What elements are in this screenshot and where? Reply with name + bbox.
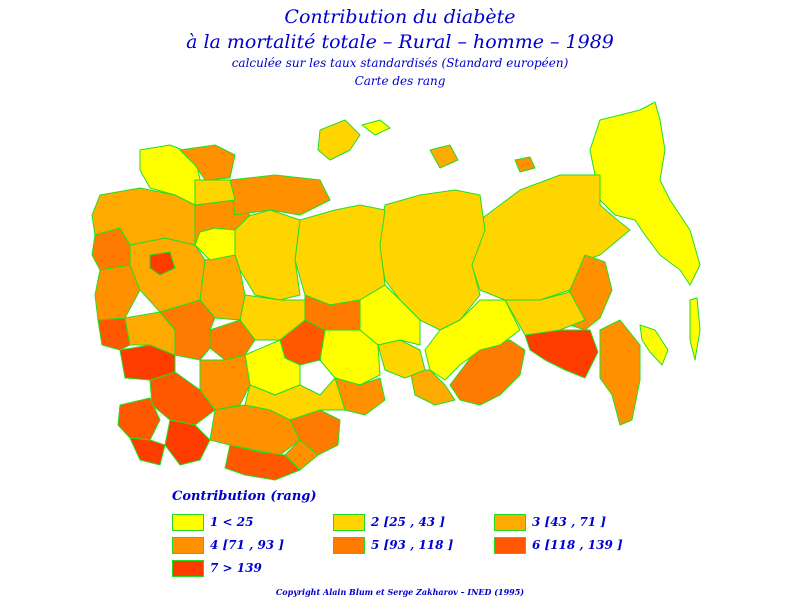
region-yakut-south xyxy=(504,291,586,336)
region-transcaucasus xyxy=(129,437,166,466)
russia-regions-map xyxy=(91,101,701,481)
region-ukraine-west xyxy=(97,317,131,351)
region-tuva xyxy=(377,339,426,379)
legend-swatch-3 xyxy=(494,514,526,531)
legend-label-6: 6 [118 , 139 ] xyxy=(532,538,623,552)
region-krasnoyarsk xyxy=(377,189,486,331)
region-new-siberian-islands xyxy=(514,156,536,173)
region-central-russia xyxy=(129,237,206,313)
legend-label-2: 2 [25 , 43 ] xyxy=(371,515,445,529)
region-far-east-north xyxy=(589,101,701,286)
region-central-asia-south xyxy=(224,444,301,481)
region-upper-volga xyxy=(194,227,236,261)
region-caspian xyxy=(164,419,211,466)
region-moscow xyxy=(149,251,176,276)
region-northwest xyxy=(91,187,196,246)
region-kyrgyz xyxy=(284,439,319,471)
region-volga-south xyxy=(149,371,216,426)
subtitle-line-2: Carte des rang xyxy=(354,74,446,88)
region-franz-josef xyxy=(361,119,391,136)
region-amur xyxy=(524,329,599,379)
region-buryat xyxy=(409,369,456,406)
region-vologda xyxy=(194,179,236,206)
copyright-notice: Copyright Alain Blum et Serge Zakharov –… xyxy=(275,587,525,597)
region-novaya-zemlya xyxy=(317,119,361,161)
legend-label-1: 1 < 25 xyxy=(210,515,254,529)
legend-title: Contribution (rang) xyxy=(172,489,317,504)
legend-label-3: 3 [43 , 71 ] xyxy=(532,515,606,529)
region-volga-middle xyxy=(159,299,216,361)
region-tyumen-north xyxy=(294,204,386,306)
region-kamchatka xyxy=(639,324,669,366)
subtitle-line-1: calculée sur les taux standardisés (Stan… xyxy=(231,56,569,70)
title-line-2: à la mortalité totale – Rural – homme – … xyxy=(186,31,614,53)
legend-swatch-2 xyxy=(333,514,365,531)
legend-swatch-5 xyxy=(333,537,365,554)
region-irkutsk xyxy=(424,299,521,381)
legend-swatch-1 xyxy=(172,514,204,531)
legend-label-7: 7 > 139 xyxy=(210,561,262,575)
region-sakhalin xyxy=(689,297,701,361)
region-arkhangelsk xyxy=(229,174,331,216)
region-kazakh-north xyxy=(244,377,346,421)
region-kola xyxy=(179,144,236,181)
legend-label-5: 5 [93 , 118 ] xyxy=(371,538,454,552)
region-chita xyxy=(449,339,526,406)
legend-swatch-7 xyxy=(172,560,204,577)
region-novosibirsk xyxy=(319,329,381,386)
region-primorye xyxy=(599,319,641,426)
legend-swatch-6 xyxy=(494,537,526,554)
title-line-1: Contribution du diabète xyxy=(284,6,516,28)
legend-swatch-4 xyxy=(172,537,204,554)
legend-label-4: 4 [71 , 93 ] xyxy=(210,538,284,552)
region-severnaya-zemlya xyxy=(429,144,459,169)
